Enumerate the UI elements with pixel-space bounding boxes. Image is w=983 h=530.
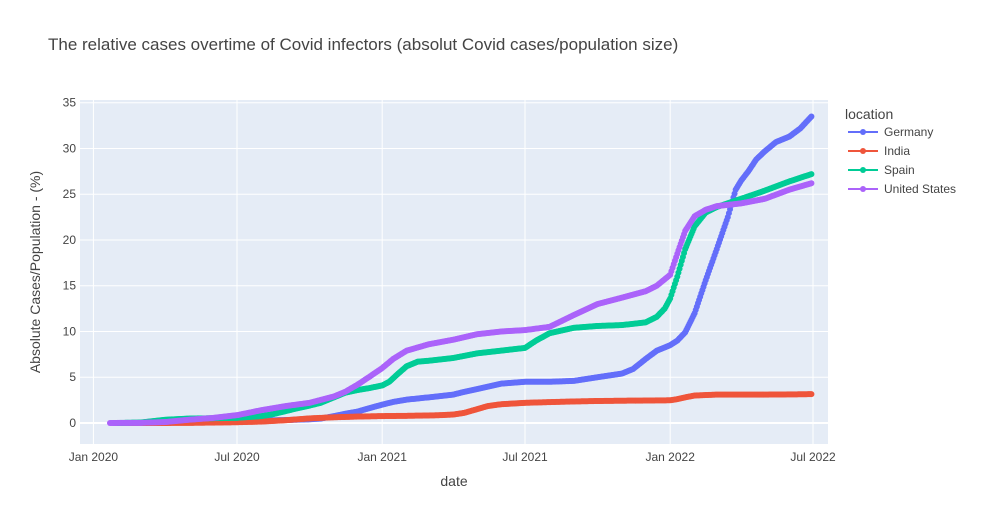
legend-label: United States: [884, 182, 956, 196]
legend-label: Germany: [884, 125, 933, 139]
legend-label: India: [884, 144, 910, 158]
x-axis-label: date: [440, 473, 467, 489]
legend-item[interactable]: United States: [848, 182, 956, 196]
legend-swatch-marker: [860, 167, 866, 173]
series-layer: [106, 113, 815, 426]
data-point: [808, 391, 815, 398]
y-tick-label: 30: [63, 141, 77, 155]
legend-item[interactable]: Spain: [848, 163, 915, 177]
legend-swatch-marker: [860, 148, 866, 154]
legend-item[interactable]: India: [848, 144, 910, 158]
y-tick-label: 0: [69, 416, 76, 430]
x-axis-ticks: Jan 2020 Jul 2020 Jan 2021 Jul 2021 Jan 2022…: [69, 450, 836, 464]
y-tick-label: 10: [63, 324, 77, 338]
x-tick-label: Jan 2022: [645, 450, 695, 464]
data-point: [808, 113, 815, 120]
x-tick-label: Jan 2020: [69, 450, 119, 464]
y-tick-label: 5: [69, 370, 76, 384]
chart-title: The relative cases overtime of Covid inf…: [48, 35, 678, 54]
legend: location Germany India Spain United States: [845, 106, 956, 196]
x-tick-label: Jul 2022: [790, 450, 836, 464]
legend-swatch-marker: [860, 129, 866, 135]
y-axis-label: Absolute Cases/Population - (%): [27, 171, 43, 373]
x-tick-label: Jan 2021: [358, 450, 408, 464]
y-tick-label: 15: [63, 279, 77, 293]
x-tick-label: Jul 2020: [214, 450, 260, 464]
legend-title: location: [845, 106, 893, 122]
y-axis-ticks: 0 5 10 15 20 25 30 35: [63, 96, 77, 430]
plot-area: [80, 100, 828, 444]
data-point: [808, 171, 815, 178]
y-tick-label: 25: [63, 187, 77, 201]
y-tick-label: 35: [63, 96, 77, 110]
series-united-states: [106, 180, 815, 426]
data-point: [808, 180, 815, 187]
x-tick-label: Jul 2021: [502, 450, 548, 464]
y-tick-label: 20: [63, 233, 77, 247]
legend-swatch-marker: [860, 186, 866, 192]
legend-item[interactable]: Germany: [848, 125, 933, 139]
legend-label: Spain: [884, 163, 915, 177]
